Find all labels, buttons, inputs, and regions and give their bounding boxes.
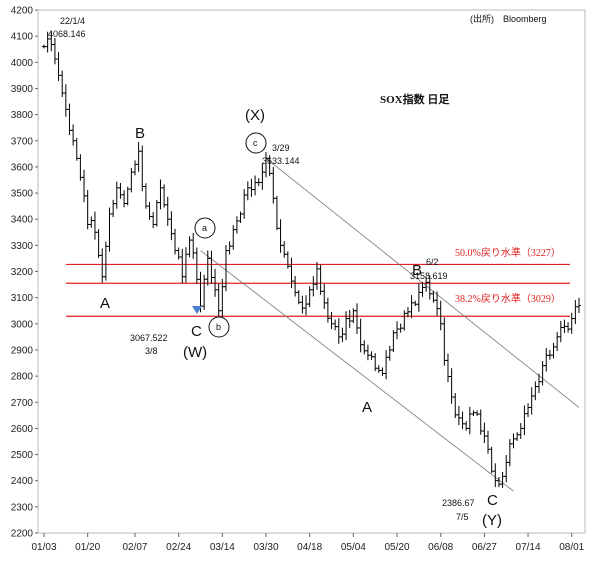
channel-lines [200, 157, 580, 492]
x-date-annotation: 3/29 [272, 143, 290, 153]
source-label: (出所) Bloomberg [470, 13, 547, 24]
w-value-annotation: 3067.522 [130, 333, 168, 343]
y-tick-label: 3600 [11, 162, 34, 173]
x-tick-label: 06/08 [428, 542, 453, 553]
wave-a1-label: A [100, 295, 110, 312]
x-tick-label: 05/04 [341, 542, 366, 553]
y-tick-label: 4100 [11, 32, 34, 43]
y-tick-label: 2900 [11, 345, 34, 356]
wave-c2-label: C [487, 492, 498, 509]
wave-c1-label: C [191, 323, 202, 340]
b2-date-annotation: 6/2 [426, 257, 439, 267]
sub-wave-b-circle [208, 316, 230, 338]
fib-50-label: 50.0%戻り水準（3227） [455, 246, 561, 259]
plot-frame [37, 9, 586, 534]
y-tick-label: 2300 [11, 502, 34, 513]
y-tick-label: 4200 [11, 6, 34, 17]
y-tick-label: 2600 [11, 424, 34, 435]
y-tick-label: 3000 [11, 319, 34, 330]
axes-frame [37, 9, 586, 534]
y-value-annotation: 2386.67 [442, 498, 475, 508]
fibonacci-levels [66, 263, 570, 317]
wave-x-label: (X) [245, 107, 265, 124]
y-tick-label: 3100 [11, 293, 34, 304]
y-tick-label: 3500 [11, 189, 34, 200]
x-tick-label: 01/03 [31, 542, 56, 553]
chart-title: SOX指数 日足 [380, 92, 450, 106]
x-value-annotation: 3633.144 [262, 156, 300, 166]
y-tick-label: 2700 [11, 398, 34, 409]
y-tick-label: 2400 [11, 476, 34, 487]
y-tick-label: 2200 [11, 529, 34, 540]
wave-y-label: (Y) [482, 512, 502, 529]
wave-a2-label: A [362, 399, 372, 416]
start-value-annotation: 4068.146 [48, 29, 86, 39]
y-tick-label: 3200 [11, 267, 34, 278]
b2-value-annotation: 3158.619 [410, 271, 448, 281]
x-tick-label: 08/01 [559, 542, 584, 553]
sub-wave-a-circle [194, 217, 216, 239]
w-date-annotation: 3/8 [145, 346, 158, 356]
y-tick-label: 3300 [11, 241, 34, 252]
low-marker-icon [192, 306, 202, 314]
y-tick-label: 3400 [11, 215, 34, 226]
channel-line [200, 250, 514, 492]
y-date-annotation: 7/5 [456, 512, 469, 522]
sub-wave-c-label: c [253, 138, 258, 148]
x-tick-label: 07/14 [516, 542, 541, 553]
sub-wave-c-circle [245, 132, 267, 154]
x-tick-label: 03/14 [210, 542, 235, 553]
x-tick-label: 02/24 [166, 542, 191, 553]
x-axis: 01/03 01/20 02/07 02/24 03/14 03/30 04/18 05/04… [31, 533, 585, 553]
y-tick-label: 2800 [11, 372, 34, 383]
x-tick-label: 05/20 [385, 542, 410, 553]
y-tick-label: 3800 [11, 110, 34, 121]
x-tick-label: 01/20 [75, 542, 100, 553]
start-date-annotation: 22/1/4 [60, 16, 85, 26]
x-tick-label: 02/07 [122, 542, 147, 553]
y-tick-label: 2500 [11, 450, 34, 461]
y-tick-label: 3700 [11, 136, 34, 147]
wave-b1-label: B [135, 125, 145, 142]
x-tick-label: 03/30 [253, 542, 278, 553]
y-axis: 2200 2300 2400 2500 2600 2700 2800 2900 3000 3100… [11, 6, 38, 540]
wave-w-label: (W) [183, 344, 207, 361]
x-tick-label: 04/18 [297, 542, 322, 553]
fib-38-label: 38.2%戻り水準（3029） [455, 292, 561, 305]
wave-b2-label: B [412, 262, 422, 279]
y-tick-label: 4000 [11, 58, 34, 69]
sub-wave-b-label: b [216, 322, 221, 332]
sub-wave-a-label: a [202, 223, 207, 233]
ohlc-bars [42, 30, 581, 488]
x-tick-label: 06/27 [472, 542, 497, 553]
y-tick-label: 3900 [11, 84, 34, 95]
